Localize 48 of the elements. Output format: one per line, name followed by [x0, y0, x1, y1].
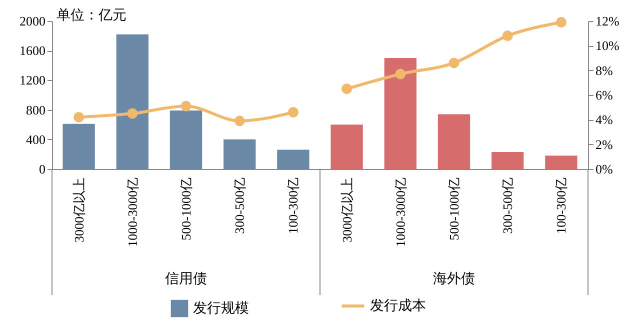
x-tick-label: 300-500亿: [232, 178, 248, 234]
y-tick-label: 400: [26, 132, 46, 147]
text: 海外债: [433, 271, 475, 287]
point: [556, 17, 566, 28]
bar: [224, 139, 256, 169]
point: [395, 68, 406, 80]
x-tick-label: 100-300亿: [286, 178, 301, 234]
legend-label: 发行成本: [370, 298, 426, 314]
point: [448, 58, 460, 68]
bar: [170, 110, 202, 169]
y2-tick-label: 10%: [596, 38, 620, 54]
point: [288, 107, 298, 118]
point: [342, 84, 352, 94]
bar: [438, 114, 470, 169]
y-tick-label: 0: [39, 162, 46, 176]
bar: [116, 34, 148, 169]
y2-tick-label: 0%: [596, 162, 613, 176]
y-tick-label: 2000: [20, 14, 46, 28]
point: [502, 30, 513, 42]
x-tick-label: 100-300亿: [554, 178, 569, 234]
x-tick-label: 500-1000亿: [178, 178, 194, 240]
x-tick-label: 300-500亿: [500, 178, 516, 234]
x-tick-label: 3000亿以上: [71, 178, 86, 242]
bar: [545, 156, 578, 169]
x-tick-label: 1000-3000亿: [392, 178, 408, 247]
legend-label: 发行规模: [193, 300, 249, 316]
y-tick-label: 800: [26, 102, 46, 118]
point: [74, 112, 84, 122]
point: [234, 116, 245, 126]
y2-tick-label: 4%: [596, 112, 613, 128]
y2-tick-label: 8%: [596, 62, 613, 78]
point: [180, 100, 192, 112]
y2-tick-label: 2%: [596, 136, 613, 152]
y-tick-label: 1200: [20, 72, 46, 88]
bar: [492, 152, 524, 169]
y2-tick-label: 12%: [596, 14, 620, 28]
bar: [277, 150, 310, 169]
y-axis-title: 单位：亿元: [56, 8, 126, 24]
text: 信用债: [165, 271, 207, 287]
y-tick-label: 1600: [20, 43, 46, 58]
bar: [62, 124, 95, 169]
x-tick-label: 3000亿以上: [339, 178, 354, 242]
bar: [384, 58, 416, 169]
x-tick-label: 1000-3000亿: [124, 178, 140, 247]
y2-tick-label: 6%: [596, 88, 613, 102]
x-tick-label: 500-1000亿: [446, 178, 462, 240]
point: [127, 108, 138, 119]
bar: [330, 124, 363, 169]
